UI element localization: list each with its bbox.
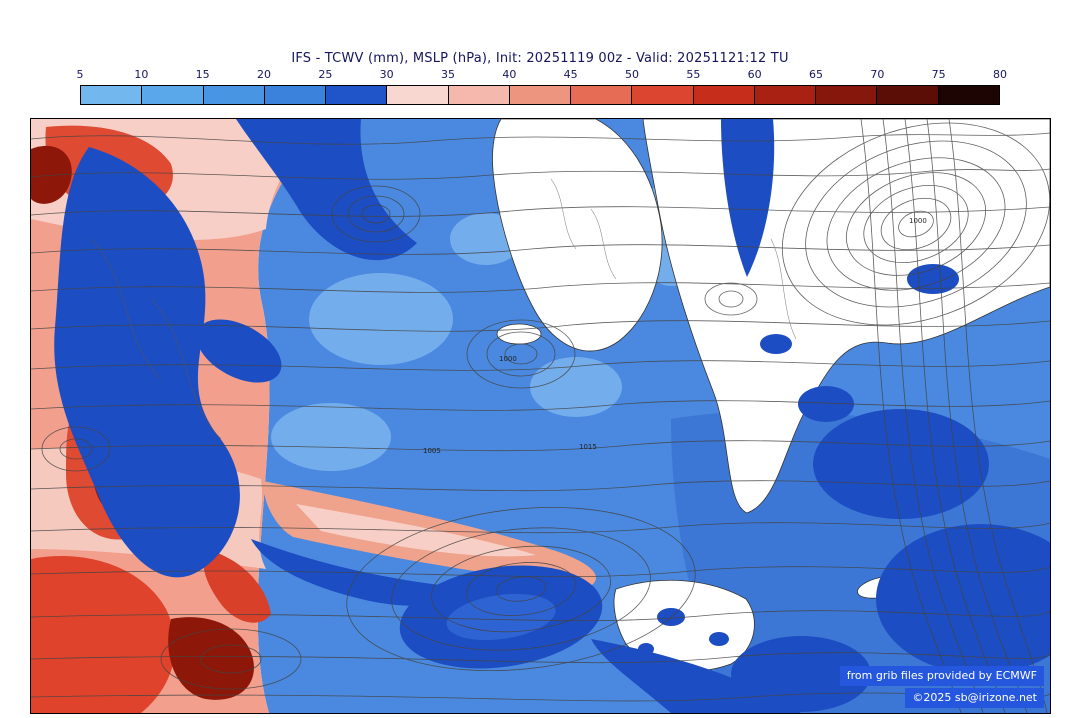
colorbar-ticks: 5 10 15 20 25 30 35 40 45 50 55 60 65 70 75 80 (76, 68, 1008, 82)
colorbar-tick-label: 60 (747, 68, 762, 81)
colorbar-segment (754, 86, 817, 104)
greenland-landmass (492, 119, 663, 352)
colorbar-tick-label: 45 (563, 68, 578, 81)
colorbar-tick-label: 15 (195, 68, 210, 81)
map-canvas: 1000 1015 1005 1000 (31, 119, 1050, 713)
colorbar-segment (632, 86, 694, 104)
isobar-label: 1000 (499, 355, 517, 363)
colorbar-tick-label: 50 (625, 68, 639, 81)
colorbar-segment (264, 86, 327, 104)
colorbar-segment (387, 86, 449, 104)
colorbar-tick-label: 70 (870, 68, 885, 81)
isobar-contours (31, 119, 1050, 713)
colorbar-segment (571, 86, 633, 104)
colorbar-tick-label: 5 (76, 68, 84, 81)
chart-title: IFS - TCWV (mm), MSLP (hPa), Init: 20251… (291, 51, 789, 66)
colorbar-tick-label: 10 (134, 68, 149, 81)
colorbar-segment (203, 86, 265, 104)
attribution-ecmwf: from grib files provided by ECMWF (839, 666, 1044, 686)
colorbar-tick-label: 80 (993, 68, 1007, 81)
colorbar-tick-label: 40 (502, 68, 517, 81)
colorbar-segment (938, 86, 999, 104)
isobar-label: 1000 (909, 217, 927, 225)
colorbar-tick-label: 65 (809, 68, 823, 81)
colorbar-segment (142, 86, 204, 104)
colorbar-tick-label: 25 (318, 68, 333, 81)
colorbar-tick-label: 30 (379, 68, 394, 81)
colorbar-segment (81, 86, 143, 104)
attribution-copyright: ©2025 sb@irizone.net (905, 688, 1044, 708)
colorbar-segment (448, 86, 510, 104)
colorbar-tick-label: 75 (931, 68, 946, 81)
colorbar-segment (816, 86, 878, 104)
colorbar-segment (693, 86, 755, 104)
colorbar-bar (80, 85, 1000, 105)
deep-moisture-layer (54, 119, 1050, 713)
colorbar-segment (877, 86, 939, 104)
isobar-label: 1005 (423, 447, 441, 455)
colorbar-segment (509, 86, 572, 104)
colorbar-tick-label: 20 (257, 68, 271, 81)
colorbar-segment (326, 86, 388, 104)
colorbar-tick-label: 55 (686, 68, 701, 81)
isobar-label: 1015 (579, 443, 597, 451)
isobar-labels: 1000 1015 1005 1000 (423, 217, 927, 455)
dry-slot-band (263, 481, 597, 587)
weather-map: 1000 1015 1005 1000 from grib files prov… (30, 118, 1051, 714)
colorbar-tick-label: 35 (441, 68, 455, 81)
